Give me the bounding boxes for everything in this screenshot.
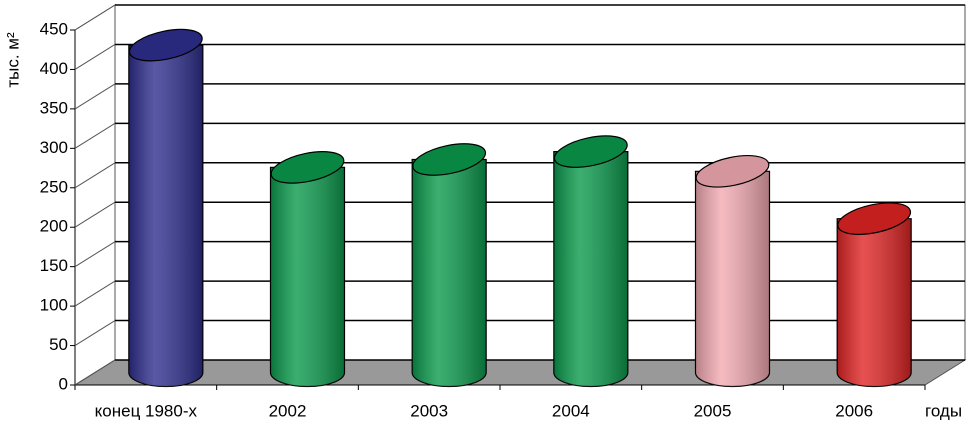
- y-tick-label: 0: [59, 374, 68, 393]
- bar-shade: [270, 167, 345, 387]
- bar-top: [270, 151, 345, 184]
- grid-line-side: [74, 83, 116, 110]
- bar-top-shade: [412, 143, 486, 176]
- y-tick-label: 400: [40, 59, 68, 78]
- bar-top-shade: [554, 135, 628, 168]
- bar-top: [553, 135, 628, 168]
- grid-line-side: [74, 241, 116, 268]
- y-tick-label: 200: [40, 217, 68, 236]
- y-tick-label: 450: [40, 19, 68, 38]
- grid-line-side: [74, 201, 116, 228]
- bar-shade: [553, 151, 628, 387]
- bar-shade: [837, 218, 912, 387]
- x-axis-title: годы: [925, 401, 962, 420]
- grid-line-side: [74, 280, 116, 307]
- y-tick-label: 300: [40, 138, 68, 157]
- bar-top-shade: [837, 202, 911, 235]
- x-tick-label: 2005: [694, 401, 732, 420]
- x-tick-label: 2003: [410, 401, 448, 420]
- x-tick-label: конец 1980-х: [95, 401, 198, 420]
- x-tick-label: 2004: [552, 401, 590, 420]
- y-tick-label: 50: [49, 335, 68, 354]
- x-tick-label: 2002: [269, 401, 307, 420]
- bar-top-shade: [696, 155, 769, 188]
- y-tick-label: 350: [40, 98, 68, 117]
- bar-top-shade: [129, 29, 203, 61]
- bar-top: [412, 143, 487, 176]
- grid-line-side: [74, 44, 116, 70]
- grid-line-side: [74, 320, 116, 346]
- y-tick-label: 150: [40, 256, 68, 275]
- bar-top-shade: [271, 151, 344, 184]
- x-tick-label: 2006: [835, 401, 873, 420]
- bar-top: [128, 28, 203, 62]
- bar-top: [695, 155, 770, 188]
- y-tick-label: 250: [40, 177, 68, 196]
- bar-shade: [412, 159, 487, 387]
- side-wall: [74, 4, 116, 386]
- floor: [73, 359, 967, 386]
- grid-line-side: [74, 4, 116, 31]
- grid-line-side: [74, 162, 116, 189]
- bar-shade: [695, 171, 770, 387]
- grid-line-side: [74, 122, 116, 149]
- grid-line-side: [74, 359, 116, 386]
- bar-shade: [128, 45, 203, 387]
- bar-top: [837, 202, 912, 235]
- y-tick-label: 100: [40, 296, 68, 315]
- y-axis-title: тыс. м²: [3, 32, 22, 88]
